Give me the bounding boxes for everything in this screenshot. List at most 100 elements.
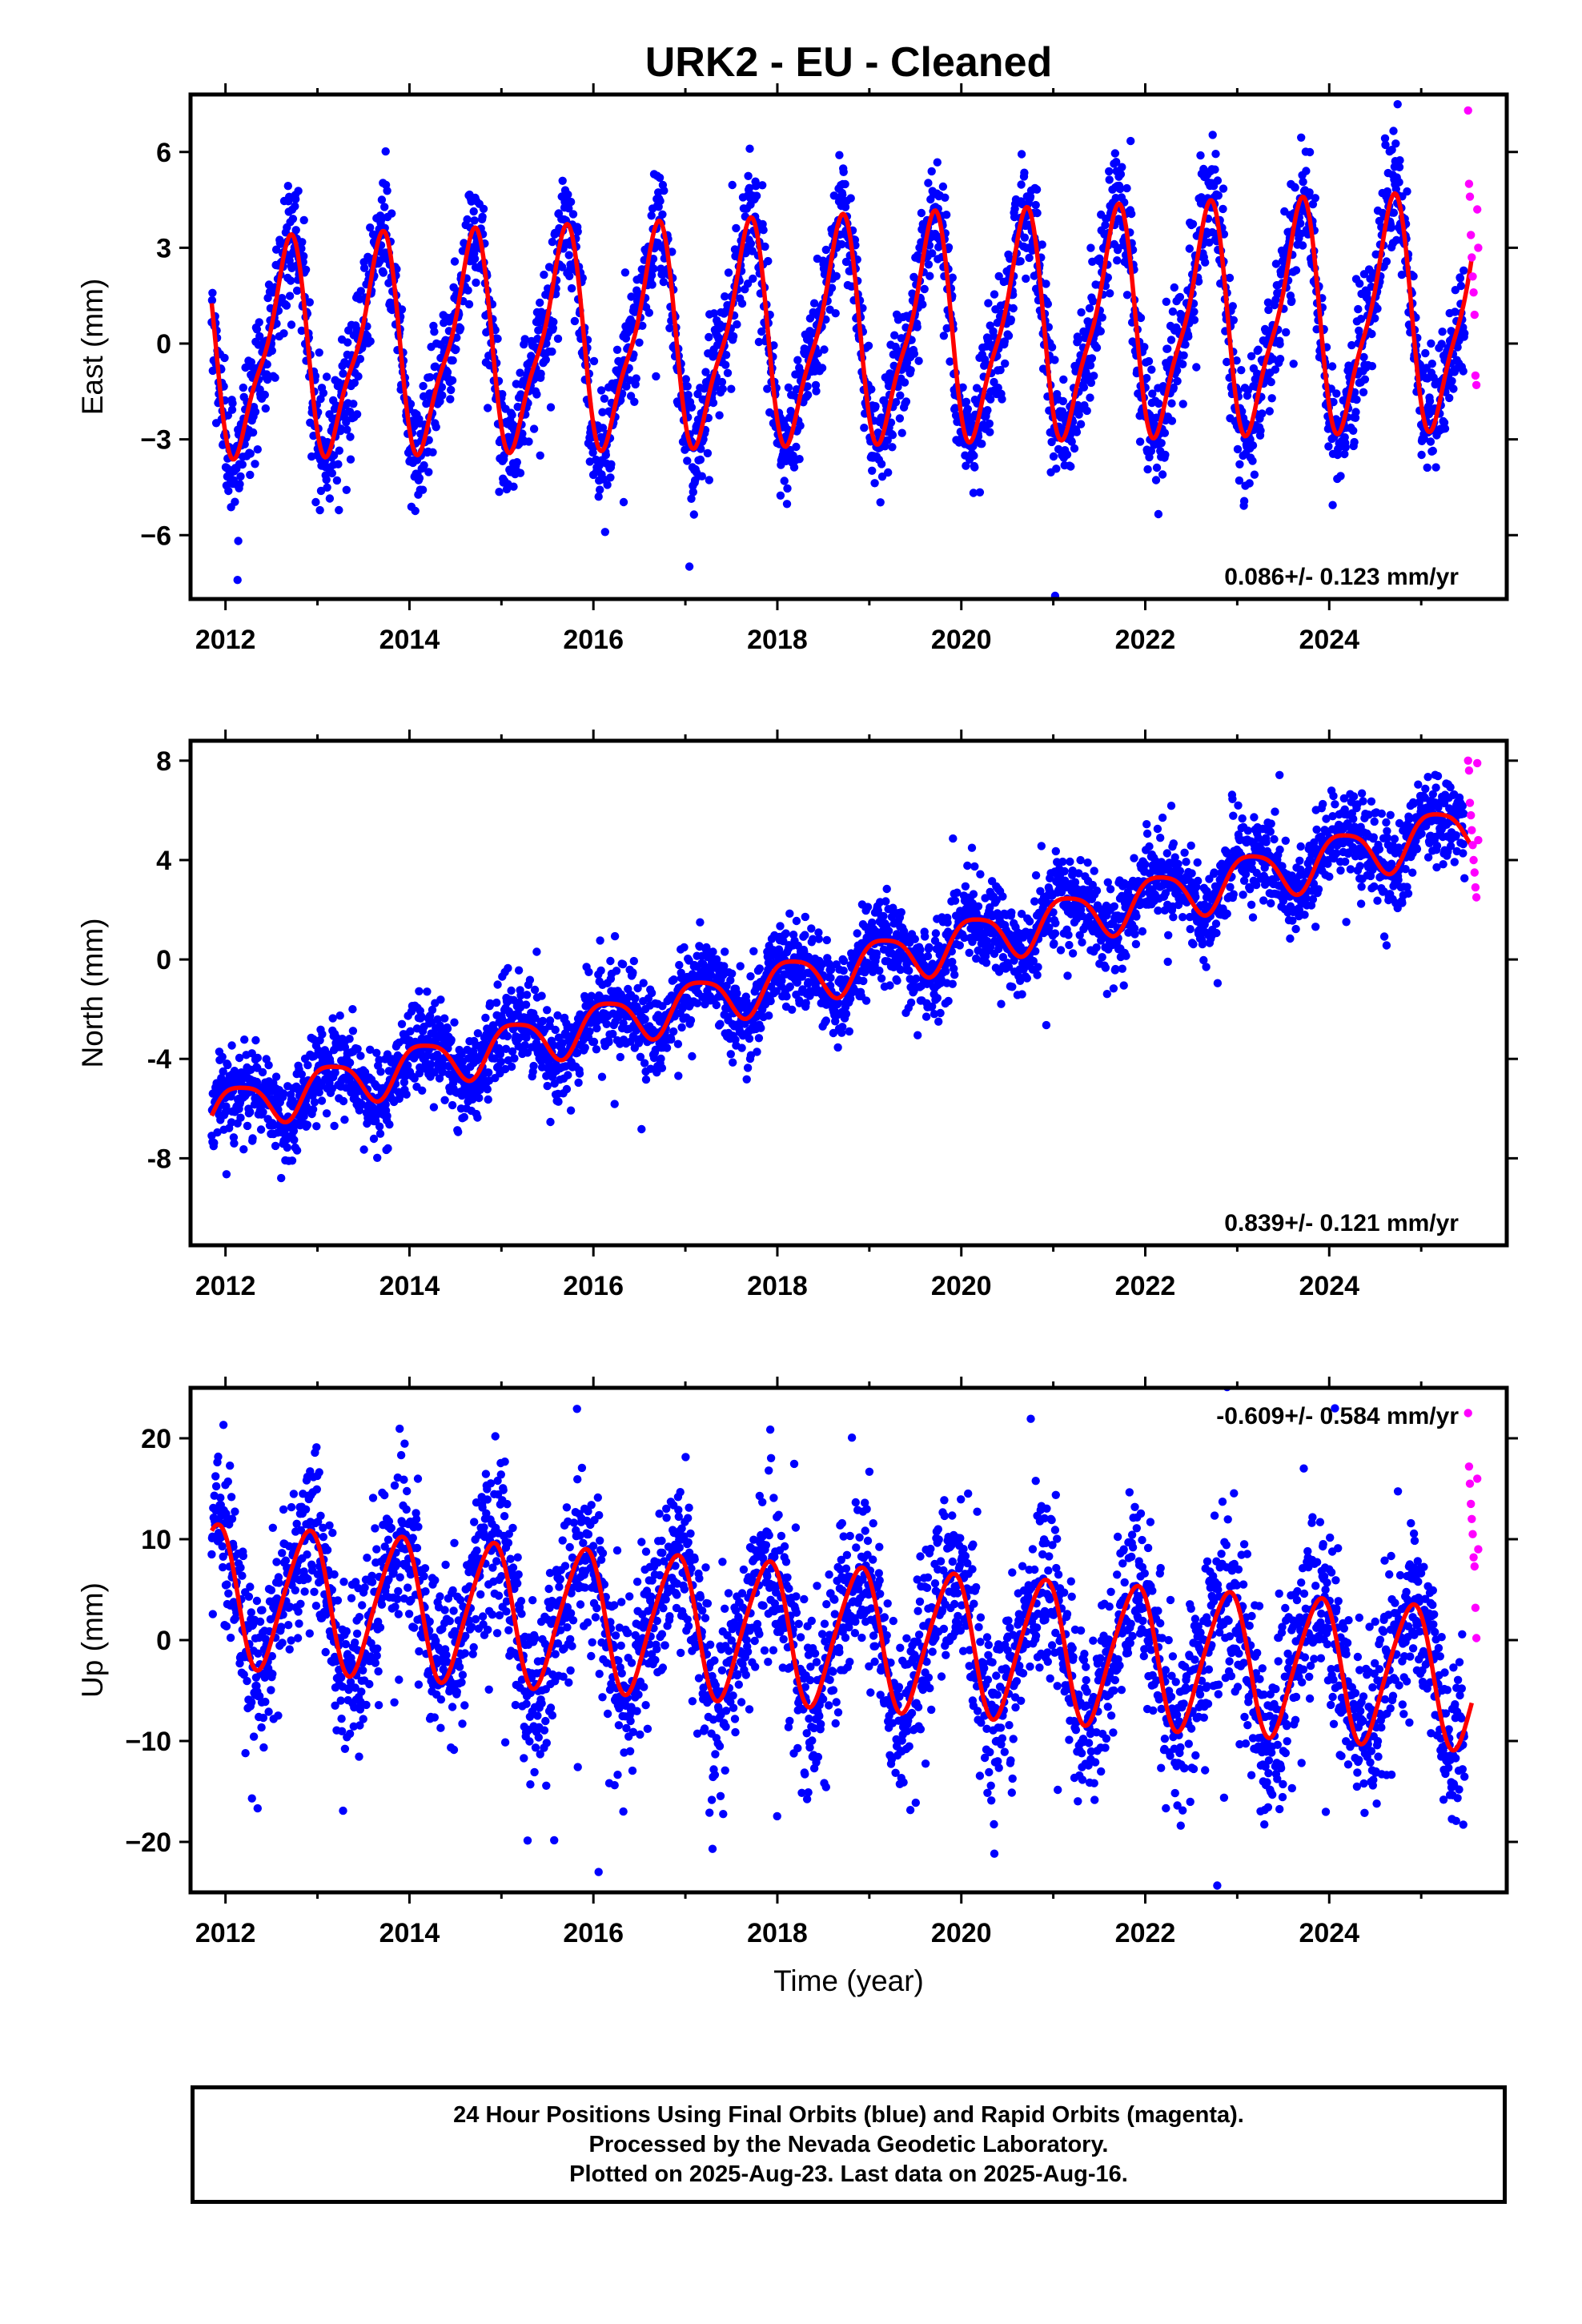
data-point xyxy=(709,398,718,408)
data-point xyxy=(683,456,692,465)
data-point xyxy=(743,1063,753,1072)
data-point xyxy=(696,918,705,927)
data-point xyxy=(1247,352,1256,360)
data-point xyxy=(1225,273,1235,283)
data-point xyxy=(602,1019,611,1029)
data-point xyxy=(780,476,789,485)
data-point xyxy=(468,1095,477,1104)
x-tick-label: 2012 xyxy=(195,625,256,655)
data-point xyxy=(1122,183,1131,193)
data-point xyxy=(236,1113,245,1122)
data-point xyxy=(606,473,615,482)
data-point xyxy=(248,428,258,437)
data-point xyxy=(440,1096,449,1105)
rapid-point xyxy=(1464,179,1474,188)
data-point xyxy=(317,1096,327,1105)
data-point xyxy=(493,334,502,344)
data-point xyxy=(271,245,281,254)
data-point xyxy=(512,458,521,467)
data-point xyxy=(636,1052,645,1062)
data-point xyxy=(793,356,802,364)
data-point xyxy=(322,372,331,381)
data-point xyxy=(1341,443,1350,452)
data-point xyxy=(906,366,915,375)
rapid-point xyxy=(1471,371,1480,380)
y-tick-label: 6 xyxy=(156,138,171,168)
data-point xyxy=(335,505,343,515)
data-point xyxy=(763,384,772,393)
data-point xyxy=(290,1136,299,1144)
data-point xyxy=(315,505,324,515)
data-point xyxy=(900,378,909,387)
data-point xyxy=(303,1060,312,1070)
data-point xyxy=(1291,266,1301,275)
data-point xyxy=(508,411,516,420)
data-point xyxy=(1070,444,1079,453)
data-point xyxy=(784,383,793,392)
data-point xyxy=(1009,304,1018,313)
x-tick-label: 2024 xyxy=(1299,625,1359,655)
data-point xyxy=(1194,277,1203,286)
data-point xyxy=(532,947,541,956)
data-point xyxy=(729,1058,737,1067)
data-point xyxy=(684,391,693,400)
data-point xyxy=(901,397,911,406)
data-point xyxy=(1090,372,1098,380)
data-point xyxy=(926,271,934,280)
data-point xyxy=(553,1011,562,1020)
data-point xyxy=(860,424,869,432)
data-point xyxy=(697,472,706,480)
data-point xyxy=(498,390,507,399)
data-point xyxy=(986,428,994,436)
data-point xyxy=(1067,437,1076,446)
data-point xyxy=(1302,167,1311,175)
data-point xyxy=(1208,131,1217,139)
data-point xyxy=(807,924,816,933)
data-point xyxy=(379,268,387,277)
data-point xyxy=(1211,150,1220,159)
data-point xyxy=(207,296,217,305)
data-point xyxy=(1235,476,1244,485)
panel-east: 2012 2014 2016 2018 2020 2022 2024−6−3036East … xyxy=(76,83,1518,655)
data-point xyxy=(832,271,841,280)
data-point xyxy=(1157,439,1166,448)
data-point xyxy=(913,323,921,332)
data-point xyxy=(600,528,609,537)
rapid-point xyxy=(1464,106,1472,115)
data-point xyxy=(1170,283,1179,292)
data-point xyxy=(1032,185,1042,194)
data-point xyxy=(727,384,736,393)
data-point xyxy=(309,1051,319,1061)
data-point xyxy=(870,479,879,488)
data-point xyxy=(460,1112,468,1122)
data-point xyxy=(1058,396,1068,406)
data-point xyxy=(782,992,791,1001)
data-point xyxy=(510,1054,519,1063)
data-point xyxy=(1311,194,1320,203)
data-point xyxy=(310,1098,319,1107)
data-point xyxy=(1459,367,1468,376)
data-point xyxy=(543,1081,552,1091)
data-point xyxy=(610,931,620,941)
plot-area-north xyxy=(207,756,1483,1183)
data-point xyxy=(1047,437,1056,447)
rapid-point xyxy=(1472,380,1481,389)
x-tick-label: 2016 xyxy=(563,625,624,655)
data-point xyxy=(345,1058,355,1068)
data-point xyxy=(260,390,269,400)
data-point xyxy=(685,562,694,571)
data-point xyxy=(1287,296,1296,305)
data-point xyxy=(726,1050,735,1059)
data-point xyxy=(540,270,548,279)
data-point xyxy=(612,345,622,354)
data-point xyxy=(803,391,813,400)
data-point xyxy=(463,215,472,224)
data-point xyxy=(697,444,705,453)
data-point xyxy=(383,1144,392,1153)
data-point xyxy=(789,463,799,472)
data-point xyxy=(1359,352,1368,362)
data-point xyxy=(721,351,731,360)
rapid-point xyxy=(1467,231,1476,239)
data-point xyxy=(1427,360,1437,368)
data-point xyxy=(1267,394,1276,403)
